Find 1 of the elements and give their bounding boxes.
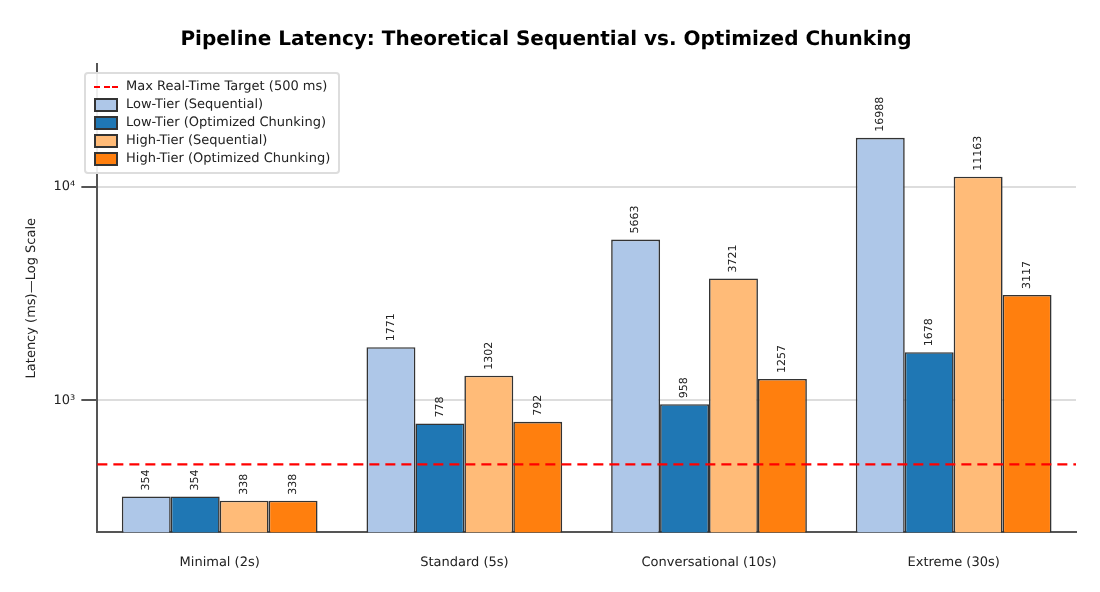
- chart-title: Pipeline Latency: Theoretical Sequential vs. Optimized Chunking: [180, 29, 912, 52]
